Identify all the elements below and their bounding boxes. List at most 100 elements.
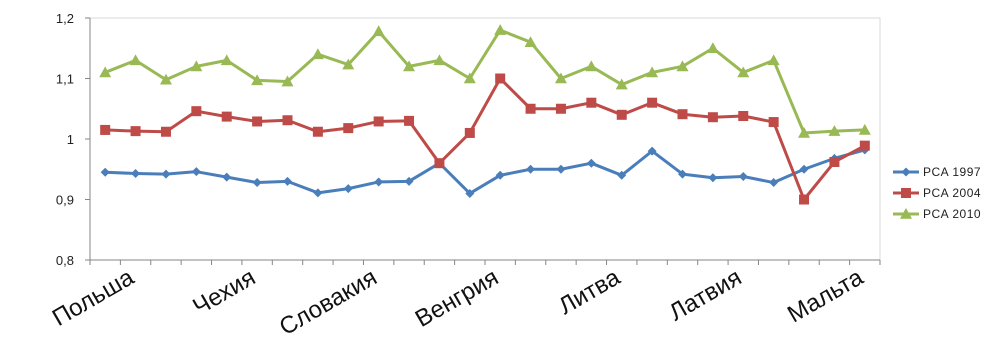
data-point (343, 123, 354, 134)
data-point (676, 60, 689, 72)
y-tick-label: 1,2 (56, 11, 74, 26)
data-point (433, 54, 446, 66)
data-point (312, 126, 323, 137)
data-point (738, 111, 749, 122)
data-point (374, 177, 384, 187)
data-point (434, 158, 445, 169)
data-point (100, 167, 110, 177)
data-point (647, 146, 657, 156)
y-tick-label: 1 (67, 132, 74, 147)
data-point (252, 116, 263, 127)
data-point (586, 97, 597, 108)
data-point (737, 66, 750, 78)
data-point (161, 169, 171, 179)
data-point (524, 36, 537, 47)
data-point (281, 75, 294, 87)
data-point (495, 170, 505, 180)
series-1 (100, 145, 870, 198)
series-2 (100, 73, 870, 205)
data-point (767, 54, 780, 66)
data-point (555, 103, 566, 114)
data-point (738, 172, 748, 182)
data-point (829, 156, 840, 167)
legend-marker (901, 188, 911, 198)
legend-marker (900, 208, 912, 219)
data-point (343, 184, 353, 194)
data-point (708, 173, 718, 183)
data-point (465, 188, 475, 198)
legend-entry: PCA 2004 (893, 186, 981, 200)
x-tick-label: Венгрия (411, 264, 503, 333)
data-point (768, 117, 779, 128)
y-tick-label: 0,8 (56, 253, 74, 268)
x-tick-label: Словакия (275, 264, 382, 341)
data-point (554, 72, 567, 84)
data-point (252, 178, 262, 188)
series-line (105, 77, 866, 201)
data-point (373, 116, 384, 127)
data-point (222, 172, 232, 182)
data-point (100, 124, 111, 135)
legend-entry: PCA 1997 (893, 165, 981, 179)
data-point (159, 73, 172, 85)
legend-label: PCA 1997 (923, 165, 981, 179)
data-point (372, 25, 385, 37)
data-point (191, 106, 202, 117)
legend-marker (901, 167, 911, 177)
legend-label: PCA 2004 (923, 186, 981, 200)
data-point (283, 176, 292, 186)
data-point (464, 127, 475, 138)
legend-entry: PCA 2010 (893, 207, 981, 221)
legend-label: PCA 2010 (923, 207, 981, 221)
x-tick-label: Чехия (188, 264, 260, 321)
data-point (130, 126, 141, 137)
data-point (191, 167, 201, 177)
data-point (678, 169, 687, 179)
data-point (799, 194, 810, 205)
y-tick-label: 0,9 (56, 193, 74, 208)
data-point (251, 74, 264, 86)
data-point (799, 164, 809, 174)
data-point (646, 66, 659, 78)
data-point (647, 97, 658, 108)
data-point (463, 72, 476, 84)
x-tick-label: Польша (48, 263, 139, 331)
data-point (525, 103, 536, 114)
data-point (615, 78, 628, 90)
x-tick-label: Мальта (783, 263, 868, 328)
data-point (556, 164, 566, 174)
data-point (859, 140, 870, 151)
data-point (131, 168, 141, 178)
data-point (707, 112, 718, 123)
data-point (313, 188, 323, 198)
data-point (220, 54, 233, 66)
data-point (677, 109, 688, 120)
data-point (586, 158, 596, 168)
data-point (342, 58, 355, 70)
data-point (706, 42, 719, 54)
data-point (616, 109, 627, 120)
data-point (404, 115, 415, 126)
data-point (828, 125, 841, 136)
y-tick-label: 1,1 (56, 72, 74, 87)
series-3 (99, 24, 871, 138)
data-point (221, 111, 232, 122)
data-point (311, 48, 324, 60)
data-point (858, 123, 871, 135)
data-point (160, 126, 171, 137)
data-point (526, 164, 536, 174)
x-tick-label: Литва (554, 263, 625, 320)
data-point (190, 60, 203, 72)
data-point (403, 60, 416, 72)
data-point (617, 170, 627, 180)
data-point (129, 54, 142, 66)
data-point (798, 126, 811, 138)
data-point (99, 66, 112, 78)
data-point (585, 60, 598, 72)
data-point (495, 73, 506, 84)
series-line (105, 148, 866, 195)
x-tick-label: Латвия (665, 264, 747, 327)
data-point (769, 178, 779, 188)
